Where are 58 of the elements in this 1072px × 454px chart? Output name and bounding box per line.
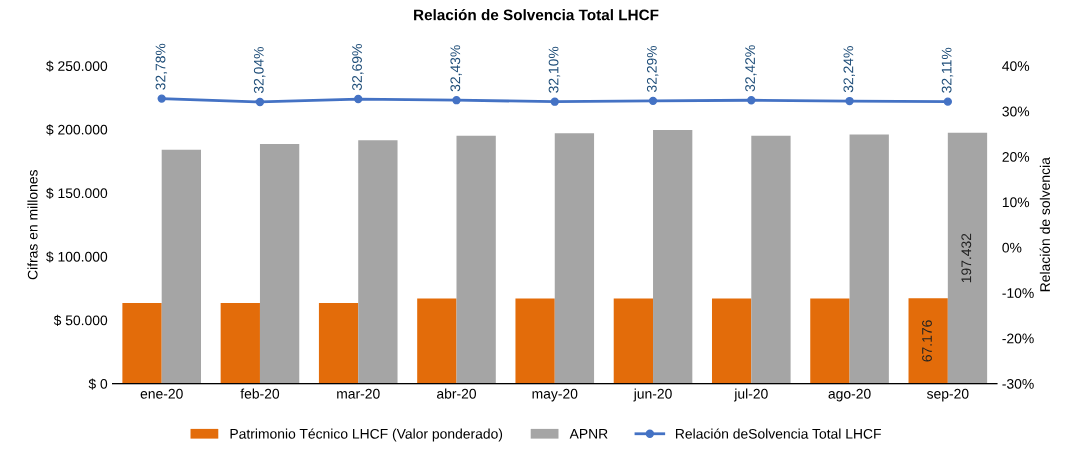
y2-tick-label: 0% <box>1002 242 1022 253</box>
data-label: 32,24% <box>843 46 855 93</box>
y-tick-label: $ 100.000 <box>46 251 108 263</box>
y-axis-title: Cifras en millones <box>27 170 38 280</box>
y2-tick-label: -20% <box>1002 333 1034 344</box>
bar <box>122 302 162 384</box>
y-tick-label: $ 150.000 <box>46 187 108 199</box>
bar <box>711 298 752 384</box>
x-tick-label: jun-20 <box>633 388 672 402</box>
data-label: 67.176 <box>922 320 932 362</box>
data-label: 32,42% <box>745 45 757 92</box>
y2-axis-title: Relación de solvencia <box>1039 157 1050 292</box>
y2-tick-label: -30% <box>1002 378 1034 389</box>
bar <box>515 298 555 384</box>
y-tick-label: $ 50.000 <box>53 314 108 327</box>
bar <box>810 298 850 384</box>
x-tick-label: jul-20 <box>733 388 768 402</box>
y2-tick-label: 30% <box>1002 106 1030 117</box>
x-tick-label: ene-20 <box>140 388 183 399</box>
x-tick-label: abr-20 <box>437 388 477 399</box>
data-label: 32,11% <box>941 47 954 93</box>
data-label: 32,43% <box>450 45 462 92</box>
x-tick-label: mar-20 <box>337 388 380 399</box>
bar <box>908 298 948 384</box>
data-label: 32,29% <box>646 45 659 92</box>
data-label: 32,69% <box>352 44 364 91</box>
x-tick-label: feb-20 <box>240 388 280 399</box>
bar <box>613 298 654 384</box>
bar <box>318 302 359 384</box>
data-label: 197.432 <box>961 233 972 283</box>
bar <box>751 135 791 384</box>
y-tick-label: $ 0 <box>88 378 108 390</box>
y2-tick-label: 10% <box>1002 197 1030 208</box>
bar <box>161 149 201 384</box>
x-tick-label: sep-20 <box>926 388 969 402</box>
x-tick-label: ago-20 <box>828 388 871 402</box>
bar <box>554 133 595 384</box>
y-tick-label: $ 250.000 <box>46 60 108 72</box>
legend-label: APNR <box>569 429 608 439</box>
chart-title: Relación de Solvencia Total LHCF <box>414 8 659 21</box>
data-label: 32,10% <box>548 46 561 93</box>
bar <box>947 132 988 384</box>
y2-tick-label: 20% <box>1002 151 1030 162</box>
data-label: 32,04% <box>253 47 266 94</box>
legend-label: Relación deSolvencia Total LHCF <box>675 428 881 439</box>
bar <box>653 130 693 384</box>
legend-label: Patrimonio Técnico LHCF (Valor ponderado) <box>230 428 503 442</box>
bar <box>456 135 496 384</box>
bar <box>849 134 889 384</box>
data-label: 32,78% <box>155 43 168 90</box>
bar <box>220 302 260 384</box>
y2-tick-label: 40% <box>1002 61 1030 71</box>
y2-tick-label: -10% <box>1002 288 1034 298</box>
x-tick-label: may-20 <box>532 388 578 402</box>
bar <box>358 140 398 384</box>
y-tick-label: $ 200.000 <box>46 124 108 136</box>
bar <box>417 298 457 384</box>
bar <box>259 144 300 384</box>
